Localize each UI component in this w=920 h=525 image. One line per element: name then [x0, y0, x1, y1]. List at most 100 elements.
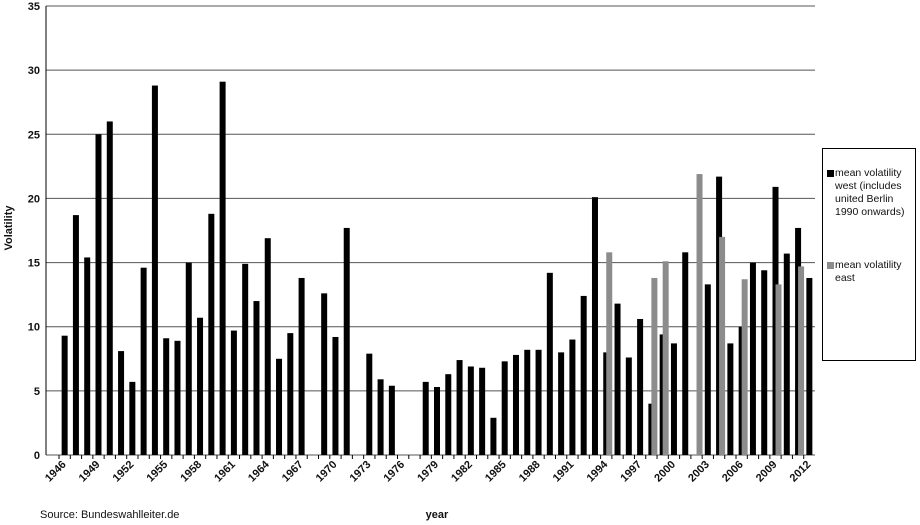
- x-tick-label: 1979: [415, 459, 441, 485]
- bar: [558, 352, 565, 455]
- bar: [366, 353, 373, 455]
- bar: [761, 270, 768, 455]
- bar: [151, 85, 158, 455]
- bar: [670, 343, 677, 455]
- x-tick-label: 1991: [551, 459, 577, 485]
- bar: [637, 319, 644, 455]
- legend-entry: mean volatility west (includes united Be…: [827, 167, 912, 219]
- bar: [84, 257, 91, 455]
- y-tick-label: 15: [28, 258, 40, 270]
- bar: [388, 385, 395, 455]
- bar: [775, 284, 782, 455]
- bar: [490, 417, 497, 455]
- bar: [456, 360, 463, 455]
- bar: [741, 279, 748, 455]
- bar: [798, 266, 805, 455]
- bar: [445, 374, 452, 455]
- bar: [118, 351, 125, 455]
- source-note: Source: Bundeswahlleiter.de: [40, 509, 179, 521]
- bar: [140, 267, 147, 455]
- x-tick-label: 1985: [483, 459, 509, 485]
- bar: [524, 349, 531, 455]
- legend: mean volatility west (includes united Be…: [822, 148, 916, 361]
- bar: [343, 227, 350, 455]
- x-tick-label: 1958: [178, 459, 204, 485]
- x-tick-label: 2012: [788, 459, 814, 485]
- bar: [569, 339, 576, 455]
- bar: [606, 252, 613, 455]
- bar: [682, 252, 689, 455]
- bar: [651, 277, 658, 455]
- x-axis-label: year: [426, 509, 449, 521]
- x-tick-label: 1952: [111, 459, 137, 485]
- bar: [662, 261, 669, 455]
- x-tick-label: 2003: [686, 459, 712, 485]
- bar: [95, 134, 102, 456]
- bar: [72, 215, 79, 455]
- bar: [197, 317, 204, 455]
- bar: [61, 335, 68, 455]
- bar: [129, 381, 136, 455]
- bar: [174, 340, 181, 455]
- bar: [546, 272, 553, 455]
- bar: [264, 238, 271, 455]
- x-tick-label: 1961: [212, 459, 238, 485]
- x-tick-label: 2000: [652, 459, 678, 485]
- bar: [719, 236, 726, 455]
- bar: [783, 253, 790, 455]
- y-tick-label: 5: [34, 386, 40, 398]
- x-tick-label: 1973: [348, 459, 374, 485]
- bar: [287, 333, 294, 455]
- x-tick-label: 1997: [618, 459, 644, 485]
- y-axis-label: Volatility: [3, 205, 15, 251]
- bar: [377, 379, 384, 455]
- bar: [512, 354, 519, 455]
- legend-swatch: [827, 262, 834, 269]
- y-tick-label: 25: [28, 129, 40, 141]
- bar: [253, 301, 260, 455]
- bar: [434, 387, 440, 455]
- bar: [219, 81, 226, 455]
- bar: [332, 336, 339, 455]
- bar: [242, 263, 249, 455]
- bar: [298, 277, 305, 455]
- x-tick-label: 1994: [585, 458, 611, 484]
- x-tick-label: 1946: [43, 459, 69, 485]
- bar: [749, 262, 756, 455]
- y-tick-label: 35: [28, 1, 40, 13]
- x-tick-label: 2006: [720, 459, 746, 485]
- y-tick-label: 20: [28, 193, 40, 205]
- bar: [591, 197, 598, 455]
- y-tick-label: 0: [34, 450, 40, 462]
- bar: [422, 381, 429, 455]
- bar: [208, 213, 215, 455]
- bar: [580, 295, 587, 455]
- bar: [185, 262, 192, 455]
- legend-label: mean volatility west (includes united Be…: [835, 167, 905, 218]
- bar: [535, 349, 542, 455]
- bar: [467, 366, 474, 455]
- bar: [163, 338, 170, 455]
- x-tick-label: 1976: [381, 459, 407, 485]
- x-tick-label: 2009: [754, 459, 780, 485]
- bar: [106, 121, 113, 455]
- bar: [806, 277, 813, 455]
- x-tick-label: 1967: [280, 459, 306, 485]
- bar: [276, 358, 283, 455]
- y-tick-label: 10: [28, 322, 40, 334]
- bar: [230, 330, 237, 455]
- x-tick-label: 1982: [449, 459, 475, 485]
- legend-entry: mean volatility east: [827, 259, 912, 285]
- bar: [479, 367, 486, 455]
- bar: [727, 343, 734, 455]
- bar: [321, 293, 328, 455]
- bar: [614, 303, 621, 455]
- bar: [696, 174, 703, 455]
- x-tick-label: 1955: [145, 459, 171, 485]
- bar: [704, 284, 711, 455]
- bar: [625, 357, 632, 455]
- x-tick-label: 1964: [246, 458, 272, 484]
- x-tick-label: 1949: [77, 459, 103, 485]
